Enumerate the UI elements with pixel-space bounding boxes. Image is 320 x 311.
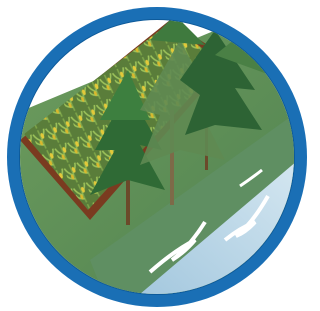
scene <box>0 0 310 311</box>
badge-illustration <box>0 0 310 311</box>
